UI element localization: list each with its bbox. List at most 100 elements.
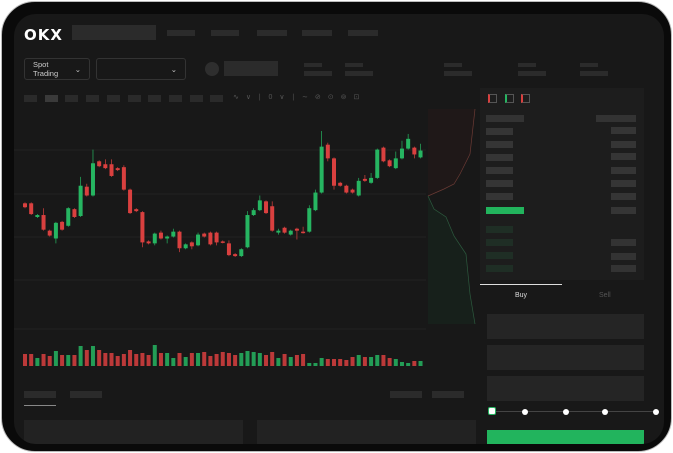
volume-bar — [146, 355, 151, 366]
nav-item[interactable] — [302, 30, 332, 36]
candle-body — [208, 232, 213, 245]
volume-bar — [319, 358, 324, 366]
nav-item[interactable] — [211, 30, 239, 36]
timeframe-button[interactable] — [210, 95, 224, 102]
spot-trading-dropdown[interactable]: Spot Trading ⌄ — [24, 58, 90, 80]
candlestick-chart[interactable] — [14, 14, 484, 394]
volume-bar — [29, 354, 34, 366]
volume-bar — [128, 350, 133, 366]
candle-body — [177, 231, 182, 249]
candle-body — [60, 221, 65, 230]
bid-price — [486, 252, 513, 259]
volume-bar — [406, 363, 411, 366]
candle-body — [90, 163, 95, 196]
volume-bar — [294, 355, 299, 366]
volume-bar — [325, 359, 330, 366]
total-input[interactable] — [487, 376, 644, 401]
filter-button[interactable] — [432, 391, 464, 398]
volume-bar — [177, 353, 182, 366]
volume-bar — [78, 346, 83, 366]
candle-body — [245, 215, 250, 248]
search-bar[interactable] — [72, 25, 156, 40]
tab-history[interactable] — [70, 391, 102, 398]
ask-amount — [611, 193, 636, 200]
nav-item[interactable] — [348, 30, 378, 36]
volume-bar — [189, 353, 194, 366]
ask-amount — [611, 127, 636, 134]
slider-step-25[interactable] — [522, 409, 528, 415]
timeframe-button[interactable] — [189, 95, 203, 102]
buy-button[interactable] — [487, 430, 644, 444]
candle-body — [183, 244, 188, 249]
candle-body — [189, 242, 194, 247]
candle-body — [369, 177, 374, 183]
candle-body — [41, 215, 46, 230]
volume-bar — [393, 359, 398, 366]
tab-buy[interactable]: Buy — [515, 292, 528, 299]
volume-bar — [412, 361, 417, 366]
slider-step-100[interactable] — [653, 409, 659, 415]
candle-body — [47, 230, 52, 236]
candle-body — [412, 147, 417, 155]
bid-price — [486, 226, 513, 233]
candle-body — [152, 233, 157, 244]
timeframe-button[interactable] — [65, 95, 79, 102]
bid-amount — [611, 253, 636, 260]
filter-button[interactable] — [390, 391, 422, 398]
volume-bar — [381, 355, 386, 366]
timeframe-button[interactable] — [148, 95, 162, 102]
drawing-tools-icons[interactable]: ∿∨∣0∨∣∼⊘⊙⊚⊡ — [233, 94, 367, 101]
orderbook-both-icon[interactable] — [488, 94, 497, 103]
orders-card — [24, 420, 243, 444]
candle-body — [115, 168, 120, 171]
candle-body — [264, 201, 269, 214]
timeframe-button[interactable] — [168, 95, 182, 102]
tab-open-orders[interactable] — [24, 391, 56, 398]
price-input[interactable] — [487, 314, 644, 339]
candle-body — [29, 203, 34, 215]
volume-bar — [282, 354, 287, 366]
candle-body — [226, 243, 231, 256]
candle-body — [381, 147, 386, 162]
volume-bar — [350, 357, 355, 366]
volume-bar — [165, 353, 170, 366]
timeframe-button[interactable] — [106, 95, 120, 102]
volume-bar — [362, 357, 367, 366]
volume-bar — [233, 355, 238, 366]
ask-price — [486, 180, 513, 187]
candle-body — [140, 212, 145, 243]
ask-price — [486, 128, 513, 135]
nav-item[interactable] — [257, 30, 287, 36]
slider-step-50[interactable] — [563, 409, 569, 415]
slider-handle[interactable] — [488, 407, 496, 415]
volume-bar — [276, 358, 281, 366]
candle-body — [350, 189, 355, 193]
timeframe-button[interactable] — [24, 95, 37, 102]
ask-amount — [611, 153, 636, 160]
bid-amount — [611, 239, 636, 246]
volume-bar — [369, 357, 374, 366]
nav-item[interactable] — [167, 30, 195, 36]
timeframe-button[interactable] — [86, 95, 100, 102]
orderbook-asks-icon[interactable] — [521, 94, 530, 103]
volume-bar — [313, 363, 318, 366]
pair-dropdown[interactable]: ⌄ — [96, 58, 186, 80]
ask-price — [486, 167, 513, 174]
stat-value — [518, 71, 546, 76]
volume-bar — [97, 350, 102, 366]
volume-bar — [226, 353, 231, 366]
candle-body — [23, 203, 27, 208]
last-price — [486, 207, 524, 214]
volume-bar — [344, 360, 349, 366]
timeframe-button[interactable] — [44, 95, 58, 102]
amount-slider-track[interactable] — [491, 411, 659, 412]
ask-price — [486, 141, 513, 148]
tab-sell[interactable]: Sell — [599, 292, 611, 299]
depth-ask-line — [427, 108, 476, 197]
volume-bar — [264, 355, 269, 366]
volume-bar — [356, 355, 361, 366]
amount-input[interactable] — [487, 345, 644, 370]
timeframe-button[interactable] — [127, 95, 141, 102]
orderbook-bids-icon[interactable] — [505, 94, 514, 103]
slider-step-75[interactable] — [602, 409, 608, 415]
